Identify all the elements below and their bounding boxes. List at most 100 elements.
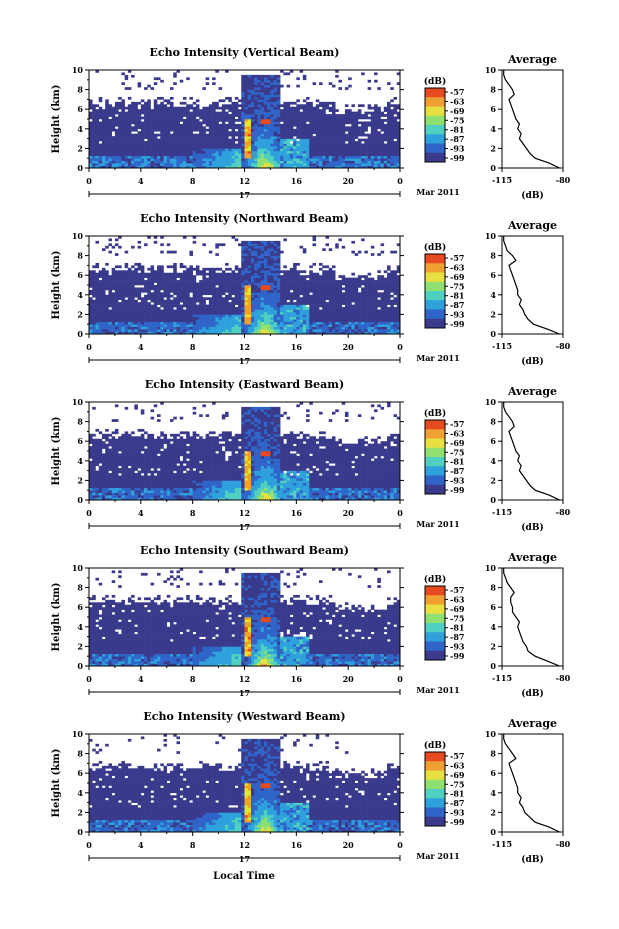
heatmap-cell xyxy=(280,326,284,330)
heatmap-cell xyxy=(306,106,310,110)
heatmap-cell xyxy=(186,307,190,310)
heatmap-cell xyxy=(182,141,187,144)
heatmap-cell xyxy=(105,116,109,120)
heatmap-cell xyxy=(118,282,122,286)
heatmap-cell xyxy=(150,314,155,318)
heatmap-cell xyxy=(169,141,174,144)
heatmap-cell xyxy=(289,326,294,330)
heatmap-cell xyxy=(153,275,158,278)
heatmap-cell xyxy=(199,136,203,139)
heatmap-cell xyxy=(335,282,339,286)
heatmap-cell xyxy=(166,321,171,325)
heatmap-cell xyxy=(257,158,261,161)
heatmap-cell xyxy=(238,275,242,278)
heatmap-cell xyxy=(98,289,103,293)
heatmap-cell xyxy=(92,277,96,281)
heatmap-cell xyxy=(263,145,268,149)
colorbar-swatch xyxy=(425,156,445,159)
heatmap-cell xyxy=(270,150,274,154)
heatmap-cell xyxy=(276,309,281,313)
heatmap-cell xyxy=(89,116,93,120)
heatmap-cell xyxy=(221,297,226,300)
heatmap-cell xyxy=(205,128,210,132)
heatmap-cell xyxy=(351,155,355,159)
heatmap-cell xyxy=(192,141,197,144)
heatmap-cell xyxy=(234,277,239,281)
heatmap-cell xyxy=(221,158,226,161)
heatmap-cell xyxy=(127,311,132,315)
heatmap-cell xyxy=(309,272,313,276)
heatmap-cell xyxy=(199,331,203,335)
heatmap-cell xyxy=(315,289,320,293)
heatmap-cell xyxy=(111,314,116,318)
heatmap-cell xyxy=(98,143,103,147)
heatmap-cell xyxy=(286,270,291,274)
heatmap-cell xyxy=(228,324,232,327)
colorbar-swatch xyxy=(425,112,445,115)
colorbar-swatch xyxy=(425,110,445,113)
heatmap-cell xyxy=(101,163,106,166)
heatmap-cell xyxy=(134,109,138,112)
heatmap-cell xyxy=(322,138,326,142)
heatmap-cell xyxy=(306,275,310,278)
heatmap-cell xyxy=(231,319,236,323)
heatmap-cell xyxy=(153,319,158,323)
heatmap-cell xyxy=(218,163,223,166)
heatmap-cell xyxy=(344,126,349,130)
heatmap-cell xyxy=(335,280,339,283)
heatmap-cell xyxy=(257,106,261,110)
heatmap-cell xyxy=(95,329,100,332)
heatmap-cell xyxy=(202,143,206,147)
heatmap-cell xyxy=(208,123,213,127)
heatmap-cell xyxy=(127,116,132,120)
heatmap-cell xyxy=(370,155,375,159)
heatmap-cell xyxy=(205,282,210,286)
heatmap-cell xyxy=(254,270,258,274)
heatmap-cell xyxy=(319,280,323,283)
heatmap-cell xyxy=(283,289,287,293)
heatmap-cell xyxy=(328,289,333,293)
heatmap-cell xyxy=(169,121,174,125)
heatmap-cell xyxy=(309,277,313,281)
heatmap-cell xyxy=(189,155,193,159)
heatmap-cell xyxy=(221,131,226,134)
heatmap-cell xyxy=(173,145,177,149)
heatmap-cell xyxy=(118,131,122,134)
heatmap-cell xyxy=(114,101,119,105)
heatmap-cell xyxy=(95,104,100,108)
heatmap-cell xyxy=(293,116,297,120)
heatmap-cell xyxy=(199,326,203,330)
heatmap-cell xyxy=(286,331,291,335)
heatmap-cell xyxy=(169,285,174,288)
heatmap-cell xyxy=(189,138,193,142)
heatmap-cell xyxy=(160,275,164,278)
heatmap-cell xyxy=(153,141,158,144)
heatmap-cell xyxy=(247,314,252,318)
heatmap-cell xyxy=(325,126,330,130)
heatmap-cell xyxy=(241,155,245,159)
heatmap-cell xyxy=(322,316,326,320)
heatmap-cell xyxy=(250,160,255,164)
heatmap-cell xyxy=(257,101,261,105)
heatmap-cell xyxy=(92,128,96,132)
x-tick-label: 20 xyxy=(343,176,355,186)
heatmap-cell xyxy=(92,275,96,278)
heatmap-cell xyxy=(241,245,245,249)
heatmap-cell xyxy=(322,148,326,152)
heatmap-cell xyxy=(208,314,213,318)
heatmap-cell xyxy=(153,128,158,132)
heatmap-cell xyxy=(212,153,216,157)
heatmap-cell xyxy=(241,94,245,98)
heatmap-cell xyxy=(92,331,96,335)
date-label: Mar 2011 xyxy=(416,187,459,197)
heatmap-cell xyxy=(215,289,219,293)
heatmap-cell xyxy=(166,111,171,115)
heatmap-cell xyxy=(390,155,394,159)
heatmap-cell xyxy=(234,302,239,305)
heatmap-cell xyxy=(221,133,226,137)
heatmap-cell xyxy=(254,248,258,251)
heatmap-cell xyxy=(250,267,255,271)
heatmap-cell xyxy=(270,153,274,157)
heatmap-cell xyxy=(315,133,320,137)
